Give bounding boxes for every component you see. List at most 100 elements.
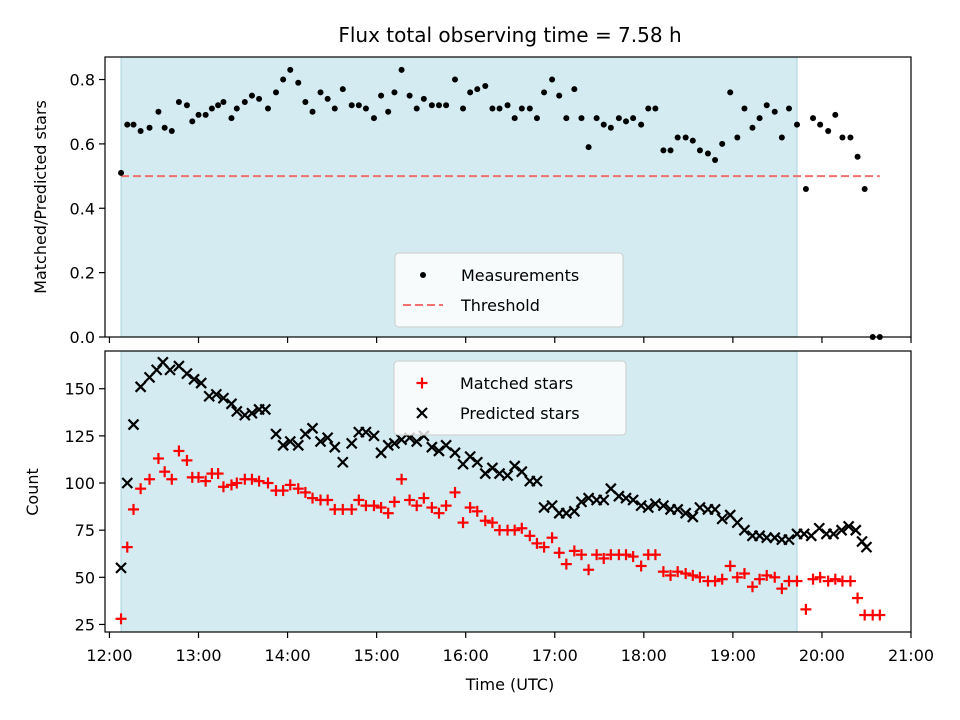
data-point-0-0-84 [734,134,741,141]
data-point-1-0-61 [560,558,572,570]
data-point-1-0-39 [396,473,408,485]
data-point-1-1-82-b [724,509,736,521]
data-point-0-0-13 [208,105,215,112]
data-point-0-0-8 [175,99,182,106]
data-point-0-0-64 [585,144,592,151]
data-point-1-1-38-b [395,433,408,446]
data-point-0-0-48 [467,89,474,96]
data-point-1-1-3 [134,381,147,393]
data-point-0-0-9 [183,102,190,109]
data-point-0-0-43 [428,102,435,109]
y-tick-label-0-1: 0.2 [70,264,95,283]
data-point-0-0-60 [556,92,563,99]
data-point-1-1-52 [501,469,514,482]
y-tick-label-0-3: 0.6 [70,135,95,154]
data-point-1-0-35 [368,500,380,512]
data-point-0-0-96 [825,128,832,135]
data-point-0-0-36 [378,92,385,99]
data-point-0-0-15 [220,99,227,106]
data-point-0-0-97 [832,111,839,118]
data-point-1-1-26-b [306,422,319,435]
data-point-0-0-41 [413,105,420,112]
data-point-1-0-5 [152,452,164,464]
data-point-1-1-33 [360,426,372,438]
data-point-0-0-81 [712,156,719,163]
data-point-0-0-33 [355,102,362,109]
data-point-1-0-26 [299,486,311,498]
data-point-0-0-1 [124,121,131,128]
data-point-1-0-8 [173,445,185,457]
data-point-0-0-19 [248,92,255,99]
data-point-1-1-73-b [657,499,670,512]
data-point-0-0-2 [130,121,137,128]
data-point-1-1-100-b [856,535,868,548]
data-point-1-1-99-b [850,524,862,536]
data-point-1-1-24-b [292,439,305,452]
data-point-1-0-48 [464,502,476,514]
data-point-1-1-33-b [360,426,372,438]
x-tick-label-7: 19:00 [710,646,756,665]
y-tick-label-0-2: 0.4 [70,199,95,218]
data-point-1-1-27-b [314,435,327,448]
data-point-1-1-76-b [679,507,692,519]
data-point-1-1-18 [246,407,258,420]
data-point-1-1-30-b [337,456,349,469]
data-point-1-1-29-b [328,441,341,453]
data-point-1-1-62 [575,496,588,508]
data-point-1-1-81 [716,513,728,525]
data-point-0-0-69 [623,118,630,125]
x-axis-label: Time (UTC) [465,675,554,694]
data-point-1-1-28-b [321,431,334,444]
data-point-1-1-21 [270,428,282,440]
data-point-1-0-83 [724,560,736,572]
data-point-1-1-11-b [195,377,207,389]
data-point-0-0-100 [854,153,861,160]
data-point-0-0-86 [749,124,756,131]
data-point-0-0-62 [571,86,578,93]
data-point-1-0-76 [672,566,684,578]
data-point-0-0-58 [541,89,548,96]
data-point-0-0-83 [727,89,734,96]
data-point-1-1-13-b [210,388,223,401]
data-point-1-0-82 [716,573,728,585]
data-point-0-0-71 [638,121,645,128]
data-point-1-1-83-b [731,516,744,529]
data-point-1-0-0 [115,613,127,625]
data-point-1-0-81 [709,575,721,587]
data-point-1-1-58-b [546,499,558,512]
data-point-0-0-23 [280,76,287,83]
data-point-1-1-61 [568,505,581,518]
legend-label-1-1: Predicted stars [460,404,580,423]
data-point-1-1-0-b [115,562,127,574]
data-point-0-0-42 [420,95,427,102]
data-point-0-0-20 [256,95,263,102]
data-point-1-0-93 [800,603,812,615]
data-point-0-0-26 [302,99,309,106]
data-point-1-0-36 [375,502,387,514]
y-tick-label-1-5: 150 [64,380,95,399]
data-point-1-1-0 [115,562,127,574]
data-point-1-0-64 [583,564,595,576]
data-point-1-0-33 [353,494,365,506]
legend-marker-1-1-b [416,407,428,419]
data-point-1-1-66-b [605,482,617,495]
y-tick-label-0-0: 0.0 [70,328,95,347]
data-point-1-0-37 [382,507,394,519]
y-tick-label-1-2: 75 [75,521,95,540]
y-tick-label-1-3: 100 [64,474,95,493]
data-point-1-1-97-b [835,524,848,536]
data-point-1-0-60 [553,547,565,559]
data-point-0-0-11 [195,111,202,118]
legend-0: Measurements Threshold [394,252,624,328]
x-tick-label-0: 12:00 [86,646,132,665]
data-point-0-0-27 [309,108,316,115]
data-point-1-1-76 [679,507,692,519]
data-point-1-1-81-b [716,513,728,525]
data-point-1-0-15 [217,481,229,493]
data-point-0-0-101 [861,185,868,192]
data-point-1-1-22 [277,439,289,452]
data-point-1-1-23-b [284,435,297,448]
data-point-1-0-71 [635,560,647,572]
data-point-1-0-63 [575,549,587,561]
data-point-1-1-54 [516,465,528,478]
